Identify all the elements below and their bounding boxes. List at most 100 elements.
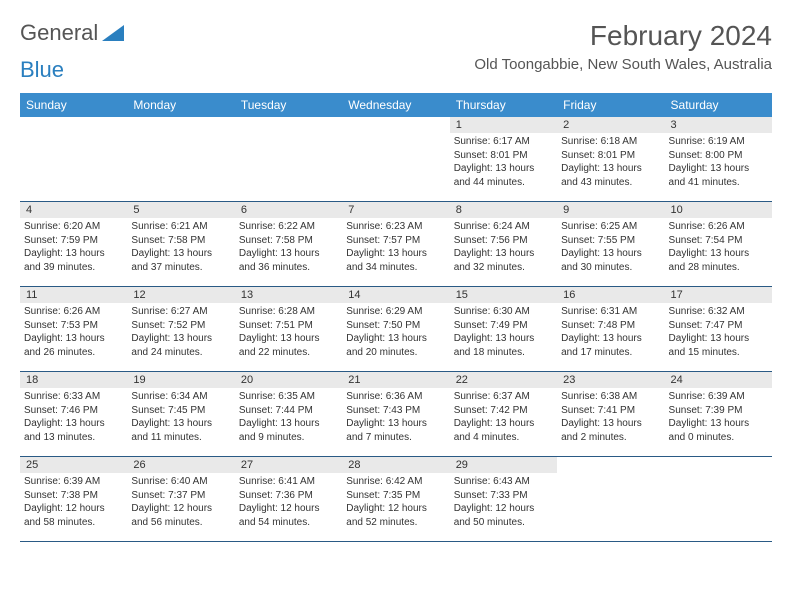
sunset-text: Sunset: 7:53 PM (24, 319, 123, 333)
sunrise-text: Sunrise: 6:43 AM (454, 475, 553, 489)
calendar-cell: 29Sunrise: 6:43 AMSunset: 7:33 PMDayligh… (450, 457, 557, 542)
daylight-text: Daylight: 13 hours and 9 minutes. (239, 417, 338, 444)
calendar-cell: 19Sunrise: 6:34 AMSunset: 7:45 PMDayligh… (127, 372, 234, 457)
daylight-text: Daylight: 12 hours and 54 minutes. (239, 502, 338, 529)
day-number: 19 (127, 372, 234, 388)
calendar-cell: 20Sunrise: 6:35 AMSunset: 7:44 PMDayligh… (235, 372, 342, 457)
day-number: 9 (557, 202, 664, 218)
day-number: 5 (127, 202, 234, 218)
calendar-cell: 16Sunrise: 6:31 AMSunset: 7:48 PMDayligh… (557, 287, 664, 372)
daylight-text: Daylight: 13 hours and 41 minutes. (669, 162, 768, 189)
calendar-cell: 15Sunrise: 6:30 AMSunset: 7:49 PMDayligh… (450, 287, 557, 372)
sunset-text: Sunset: 8:01 PM (454, 149, 553, 163)
day-number: 2 (557, 117, 664, 133)
sunset-text: Sunset: 7:33 PM (454, 489, 553, 503)
sunset-text: Sunset: 7:45 PM (131, 404, 230, 418)
daylight-text: Daylight: 13 hours and 32 minutes. (454, 247, 553, 274)
logo: General (20, 20, 124, 46)
daylight-text: Daylight: 13 hours and 26 minutes. (24, 332, 123, 359)
weekday-header: Saturday (665, 93, 772, 117)
daylight-text: Daylight: 13 hours and 20 minutes. (346, 332, 445, 359)
sunrise-text: Sunrise: 6:20 AM (24, 220, 123, 234)
sunrise-text: Sunrise: 6:29 AM (346, 305, 445, 319)
sunrise-text: Sunrise: 6:42 AM (346, 475, 445, 489)
title-block: February 2024 Old Toongabbie, New South … (474, 20, 772, 73)
sunrise-text: Sunrise: 6:26 AM (669, 220, 768, 234)
day-number: 24 (665, 372, 772, 388)
day-number: 4 (20, 202, 127, 218)
sunset-text: Sunset: 7:41 PM (561, 404, 660, 418)
sunset-text: Sunset: 7:54 PM (669, 234, 768, 248)
daylight-text: Daylight: 13 hours and 15 minutes. (669, 332, 768, 359)
daylight-text: Daylight: 13 hours and 0 minutes. (669, 417, 768, 444)
calendar-cell: 25Sunrise: 6:39 AMSunset: 7:38 PMDayligh… (20, 457, 127, 542)
sunset-text: Sunset: 7:57 PM (346, 234, 445, 248)
sunrise-text: Sunrise: 6:17 AM (454, 135, 553, 149)
day-number: 7 (342, 202, 449, 218)
day-number: 14 (342, 287, 449, 303)
day-number: 13 (235, 287, 342, 303)
day-number: 6 (235, 202, 342, 218)
sunrise-text: Sunrise: 6:26 AM (24, 305, 123, 319)
sunset-text: Sunset: 7:37 PM (131, 489, 230, 503)
weekday-header: Friday (557, 93, 664, 117)
sunrise-text: Sunrise: 6:39 AM (669, 390, 768, 404)
day-number: 12 (127, 287, 234, 303)
calendar-cell: 4Sunrise: 6:20 AMSunset: 7:59 PMDaylight… (20, 202, 127, 287)
sunset-text: Sunset: 7:50 PM (346, 319, 445, 333)
logo-text-b: Blue (20, 57, 64, 83)
calendar-cell: 24Sunrise: 6:39 AMSunset: 7:39 PMDayligh… (665, 372, 772, 457)
weekday-header: Thursday (450, 93, 557, 117)
day-number: 3 (665, 117, 772, 133)
daylight-text: Daylight: 12 hours and 52 minutes. (346, 502, 445, 529)
day-number: 1 (450, 117, 557, 133)
sunrise-text: Sunrise: 6:34 AM (131, 390, 230, 404)
sunrise-text: Sunrise: 6:27 AM (131, 305, 230, 319)
calendar-cell: 12Sunrise: 6:27 AMSunset: 7:52 PMDayligh… (127, 287, 234, 372)
sunset-text: Sunset: 7:51 PM (239, 319, 338, 333)
weekday-header: Sunday (20, 93, 127, 117)
logo-text-a: General (20, 20, 98, 46)
calendar-cell: 21Sunrise: 6:36 AMSunset: 7:43 PMDayligh… (342, 372, 449, 457)
sunrise-text: Sunrise: 6:18 AM (561, 135, 660, 149)
location: Old Toongabbie, New South Wales, Austral… (474, 56, 772, 73)
daylight-text: Daylight: 13 hours and 4 minutes. (454, 417, 553, 444)
day-number: 15 (450, 287, 557, 303)
sunrise-text: Sunrise: 6:22 AM (239, 220, 338, 234)
calendar-cell: 13Sunrise: 6:28 AMSunset: 7:51 PMDayligh… (235, 287, 342, 372)
sunset-text: Sunset: 7:42 PM (454, 404, 553, 418)
daylight-text: Daylight: 13 hours and 36 minutes. (239, 247, 338, 274)
sunrise-text: Sunrise: 6:21 AM (131, 220, 230, 234)
sunset-text: Sunset: 7:44 PM (239, 404, 338, 418)
sunrise-text: Sunrise: 6:23 AM (346, 220, 445, 234)
daylight-text: Daylight: 13 hours and 17 minutes. (561, 332, 660, 359)
daylight-text: Daylight: 13 hours and 22 minutes. (239, 332, 338, 359)
sunset-text: Sunset: 7:48 PM (561, 319, 660, 333)
day-number: 23 (557, 372, 664, 388)
sunrise-text: Sunrise: 6:35 AM (239, 390, 338, 404)
calendar-cell: 27Sunrise: 6:41 AMSunset: 7:36 PMDayligh… (235, 457, 342, 542)
daylight-text: Daylight: 13 hours and 18 minutes. (454, 332, 553, 359)
sunset-text: Sunset: 7:58 PM (239, 234, 338, 248)
calendar-cell: 22Sunrise: 6:37 AMSunset: 7:42 PMDayligh… (450, 372, 557, 457)
calendar-cell: 14 Sunrise: 6:29 AMSunset: 7:50 PMDayligh… (342, 287, 449, 372)
sunset-text: Sunset: 7:47 PM (669, 319, 768, 333)
daylight-text: Daylight: 13 hours and 37 minutes. (131, 247, 230, 274)
daylight-text: Daylight: 13 hours and 44 minutes. (454, 162, 553, 189)
sunrise-text: Sunrise: 6:25 AM (561, 220, 660, 234)
calendar-cell (20, 117, 127, 202)
sunset-text: Sunset: 7:56 PM (454, 234, 553, 248)
sunrise-text: Sunrise: 6:37 AM (454, 390, 553, 404)
calendar-cell: 5 Sunrise: 6:21 AMSunset: 7:58 PMDaylight… (127, 202, 234, 287)
calendar-cell: 11Sunrise: 6:26 AMSunset: 7:53 PMDayligh… (20, 287, 127, 372)
sunrise-text: Sunrise: 6:36 AM (346, 390, 445, 404)
daylight-text: Daylight: 13 hours and 34 minutes. (346, 247, 445, 274)
sunrise-text: Sunrise: 6:38 AM (561, 390, 660, 404)
sunset-text: Sunset: 7:55 PM (561, 234, 660, 248)
daylight-text: Daylight: 13 hours and 7 minutes. (346, 417, 445, 444)
sunset-text: Sunset: 7:58 PM (131, 234, 230, 248)
calendar-cell: 8Sunrise: 6:24 AMSunset: 7:56 PMDaylight… (450, 202, 557, 287)
sunset-text: Sunset: 8:01 PM (561, 149, 660, 163)
calendar-cell: 7 Sunrise: 6:23 AMSunset: 7:57 PMDaylight… (342, 202, 449, 287)
calendar-cell: 1 Sunrise: 6:17 AMSunset: 8:01 PMDaylight… (450, 117, 557, 202)
